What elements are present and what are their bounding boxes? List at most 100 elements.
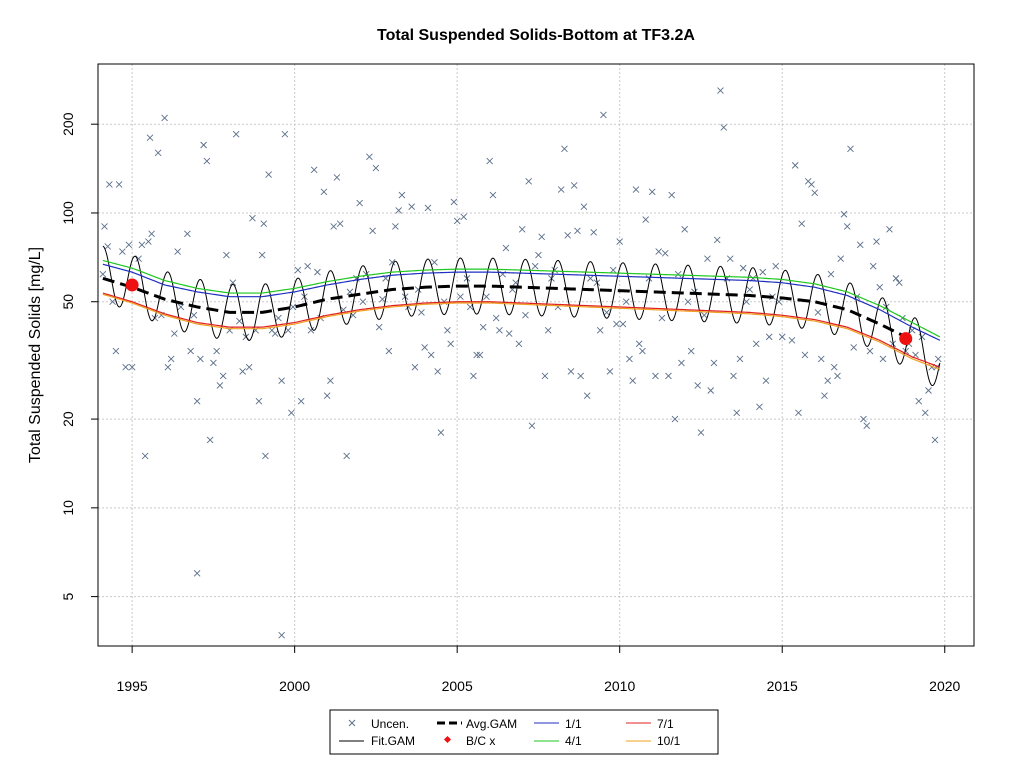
uncen-point: [262, 452, 269, 460]
uncen-point: [327, 377, 334, 384]
uncen-point: [434, 368, 441, 375]
uncen-point: [219, 372, 227, 380]
uncen-point: [148, 230, 155, 238]
uncen-point: [141, 452, 149, 460]
uncen-point: [931, 436, 939, 444]
uncen-point: [323, 392, 331, 400]
x-tick-label: 2005: [442, 678, 473, 694]
uncen-point: [765, 333, 773, 341]
legend-entry-1-1: 1/1: [534, 717, 582, 731]
uncen-point: [190, 311, 198, 319]
uncen-point: [288, 409, 295, 417]
uncen-point: [193, 569, 201, 577]
uncen-point: [255, 397, 263, 405]
uncen-point: [596, 326, 604, 334]
uncen-point: [408, 203, 415, 211]
uncen-point: [310, 166, 318, 174]
uncen-point: [639, 347, 646, 355]
series-avg-gam-line: [102, 276, 907, 339]
uncen-point: [590, 228, 598, 236]
uncen-point: [652, 372, 659, 380]
legend: Uncen. Fit.GAM Avg.GAM B/C x 1/1 4/1 7/1: [329, 709, 719, 755]
uncen-point: [278, 377, 285, 384]
uncen-point: [522, 311, 529, 319]
uncen-point: [856, 241, 864, 249]
y-tick-label: 100: [60, 201, 76, 225]
uncen-point: [206, 436, 214, 444]
uncen-point: [265, 171, 272, 178]
uncen-point: [626, 355, 633, 363]
uncen-point: [821, 392, 828, 400]
uncen-point: [567, 368, 575, 375]
uncen-point: [837, 255, 845, 262]
uncen-point: [106, 181, 113, 188]
uncen-point: [730, 372, 737, 380]
uncen-point: [450, 198, 458, 206]
series-10-1-line: [102, 293, 941, 370]
uncen-point: [645, 275, 653, 282]
legend-entry-4-1: 4/1: [534, 734, 582, 748]
uncen-point: [577, 372, 585, 380]
uncen-point: [483, 293, 490, 301]
uncen-point: [275, 314, 282, 322]
uncen-point: [479, 323, 487, 331]
uncen-point: [174, 248, 181, 255]
uncen-point: [496, 326, 503, 334]
uncen-point: [535, 251, 542, 259]
uncen-point: [203, 157, 211, 165]
legend-label-avggam: Avg.GAM: [466, 717, 517, 731]
uncen-point: [915, 397, 923, 405]
legend-entry-bcx: B/C x: [443, 734, 495, 748]
uncen-point: [674, 270, 682, 278]
uncen-point: [697, 429, 705, 436]
uncen-point: [125, 241, 133, 249]
uncen-point: [128, 363, 136, 371]
uncen-point: [739, 264, 747, 272]
uncen-point: [304, 262, 311, 270]
uncen-point: [671, 415, 679, 423]
uncen-point: [720, 124, 728, 131]
y-axis-label: Total Suspended Solids [mg/L]: [27, 247, 44, 463]
uncen-point: [486, 157, 493, 165]
uncen-point: [759, 268, 767, 276]
uncen-point: [700, 311, 708, 319]
uncen-point: [427, 351, 435, 359]
uncen-point: [297, 397, 305, 405]
uncen-point: [336, 220, 344, 227]
uncen-point: [460, 213, 467, 221]
uncen-point: [622, 298, 630, 306]
uncen-point: [863, 422, 871, 429]
uncen-point: [379, 295, 386, 303]
y-tick-label: 20: [60, 411, 76, 427]
legend-label-7-1: 7/1: [657, 717, 674, 731]
x-axis: 1995 2000 2005 2010 2015 2020: [117, 646, 961, 694]
series-uncen-points: [99, 87, 942, 639]
uncen-point: [886, 226, 893, 233]
uncen-point: [791, 162, 799, 169]
uncen-point: [119, 248, 126, 255]
uncen-point: [876, 283, 884, 291]
uncen-point: [684, 298, 692, 306]
uncen-point: [492, 314, 500, 322]
uncen-point: [788, 336, 796, 344]
uncen-point: [229, 279, 237, 287]
uncen-point: [232, 130, 240, 138]
uncen-point: [505, 330, 513, 337]
uncen-point: [827, 270, 835, 278]
uncen-point: [138, 241, 146, 249]
uncen-point: [580, 203, 588, 211]
series-bc-x-points: [125, 278, 913, 346]
uncen-point: [343, 452, 350, 460]
uncen-point: [635, 340, 643, 348]
uncen-point: [239, 368, 246, 375]
uncen-point: [557, 186, 565, 193]
uncen-point: [421, 344, 428, 351]
uncen-point: [245, 363, 253, 371]
uncen-point: [109, 298, 116, 306]
uncen-point: [801, 351, 809, 359]
uncen-point: [444, 326, 451, 334]
uncen-point: [830, 363, 838, 371]
uncen-point: [603, 309, 611, 316]
uncen-point: [873, 238, 880, 245]
